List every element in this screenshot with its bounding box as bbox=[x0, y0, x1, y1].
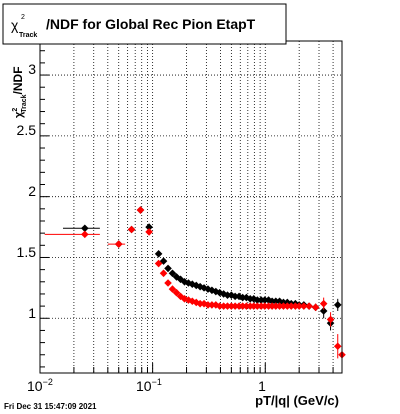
data-point bbox=[300, 302, 308, 310]
y-axis-label-text: /NDF bbox=[11, 66, 25, 94]
y-tick-label: 2.5 bbox=[17, 122, 37, 138]
data-point bbox=[114, 240, 123, 248]
data-point bbox=[227, 291, 236, 299]
data-point bbox=[275, 302, 284, 310]
x-tick-label: 10−1 bbox=[136, 377, 162, 394]
data-point bbox=[319, 307, 328, 315]
data-point bbox=[249, 295, 258, 303]
x-axis-label: pT/|q| (GeV/c) bbox=[255, 393, 339, 408]
data-point bbox=[287, 302, 296, 310]
data-point bbox=[154, 259, 163, 268]
data-point bbox=[253, 302, 262, 310]
data-point bbox=[168, 269, 177, 278]
data-point bbox=[260, 302, 269, 310]
ticks bbox=[39, 50, 334, 373]
data-point bbox=[164, 279, 172, 287]
data-point bbox=[311, 303, 320, 312]
y-tick-label: 2 bbox=[28, 183, 36, 199]
data-point bbox=[291, 302, 300, 310]
x-tick-exponent: −1 bbox=[152, 377, 162, 387]
x-tick-exponent: −2 bbox=[43, 377, 53, 387]
data-point bbox=[145, 228, 153, 236]
data-point bbox=[127, 225, 136, 234]
data-point bbox=[223, 302, 232, 310]
data-point bbox=[172, 288, 181, 297]
data-point bbox=[264, 296, 273, 304]
data-point bbox=[200, 284, 208, 292]
data-point bbox=[81, 224, 89, 233]
data-point bbox=[164, 264, 172, 273]
data-point bbox=[168, 285, 177, 293]
data-point bbox=[319, 299, 328, 308]
y-axis-label-group: χ2 Track/NDF bbox=[11, 66, 28, 118]
data-point bbox=[184, 279, 193, 287]
x-tick-base: 10 bbox=[136, 378, 152, 394]
data-point bbox=[223, 291, 232, 299]
data-point bbox=[305, 302, 313, 310]
data-point bbox=[81, 230, 89, 239]
data-point bbox=[196, 282, 204, 291]
data-point bbox=[326, 315, 335, 324]
grid bbox=[40, 41, 342, 373]
data-point bbox=[159, 269, 168, 278]
y-axis-label: χ2 Track/NDF bbox=[11, 66, 28, 118]
data-point bbox=[219, 302, 228, 310]
x-tick-label: 10−2 bbox=[27, 377, 53, 394]
data-point bbox=[231, 292, 239, 301]
data-point bbox=[208, 301, 216, 309]
x-tick-labels: 10−2 10−1 1 bbox=[27, 377, 266, 394]
title-chi: χ bbox=[11, 17, 19, 33]
y-tick-label: 1.5 bbox=[17, 244, 37, 260]
y-tick-label: 1 bbox=[28, 305, 36, 321]
data-point bbox=[231, 302, 239, 310]
data-point bbox=[188, 297, 197, 306]
data-point bbox=[172, 273, 181, 281]
data-point bbox=[333, 342, 342, 351]
data-point bbox=[260, 296, 269, 304]
x-tick-label: 1 bbox=[258, 378, 266, 394]
data-point bbox=[136, 206, 145, 214]
data-point bbox=[204, 301, 212, 309]
data-point bbox=[279, 302, 288, 310]
title-box: χ 2 Track /NDF for Global Rec Pion EtapT bbox=[2, 3, 287, 45]
title-box-frame bbox=[2, 3, 287, 45]
title-subscript: Track bbox=[19, 32, 37, 39]
chart-title: /NDF for Global Rec Pion EtapT bbox=[46, 16, 256, 32]
data-point bbox=[242, 302, 251, 310]
data-point bbox=[208, 286, 216, 295]
x-tick-base: 10 bbox=[27, 378, 43, 394]
data-point bbox=[253, 296, 262, 304]
data-point bbox=[145, 223, 153, 231]
data-point bbox=[180, 295, 189, 303]
data-point bbox=[154, 250, 163, 258]
data-point bbox=[212, 301, 220, 309]
y-axis-label-sub: Track bbox=[21, 94, 28, 112]
data-point bbox=[215, 302, 224, 310]
data-point bbox=[188, 280, 197, 289]
data-point bbox=[283, 302, 292, 310]
series-layer bbox=[44, 206, 346, 367]
y-axis-label-sup: 2 bbox=[12, 108, 19, 112]
y-tick-labels: 1 1.5 2 2.5 3 bbox=[17, 61, 37, 321]
title-superscript: 2 bbox=[21, 14, 25, 21]
timestamp: Fri Dec 31 15:47:09 2021 bbox=[4, 402, 97, 411]
y-tick-label: 3 bbox=[28, 61, 36, 77]
data-point bbox=[295, 302, 303, 310]
series-1 bbox=[44, 206, 346, 367]
data-point bbox=[212, 287, 220, 296]
data-point bbox=[200, 299, 208, 308]
data-point bbox=[196, 299, 204, 308]
data-point bbox=[180, 277, 189, 286]
y-axis-label-chi: χ bbox=[13, 111, 25, 118]
data-point bbox=[333, 301, 342, 309]
data-point bbox=[184, 296, 193, 304]
